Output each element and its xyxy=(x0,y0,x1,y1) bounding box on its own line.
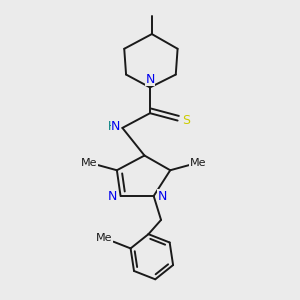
Text: Me: Me xyxy=(190,158,206,168)
Text: S: S xyxy=(182,114,190,127)
Text: H: H xyxy=(108,120,116,133)
Text: N: N xyxy=(145,73,155,85)
Text: N: N xyxy=(158,190,167,202)
Text: N: N xyxy=(107,190,117,202)
Text: Me: Me xyxy=(96,233,112,243)
Text: Me: Me xyxy=(81,158,98,168)
Text: N: N xyxy=(111,120,121,133)
